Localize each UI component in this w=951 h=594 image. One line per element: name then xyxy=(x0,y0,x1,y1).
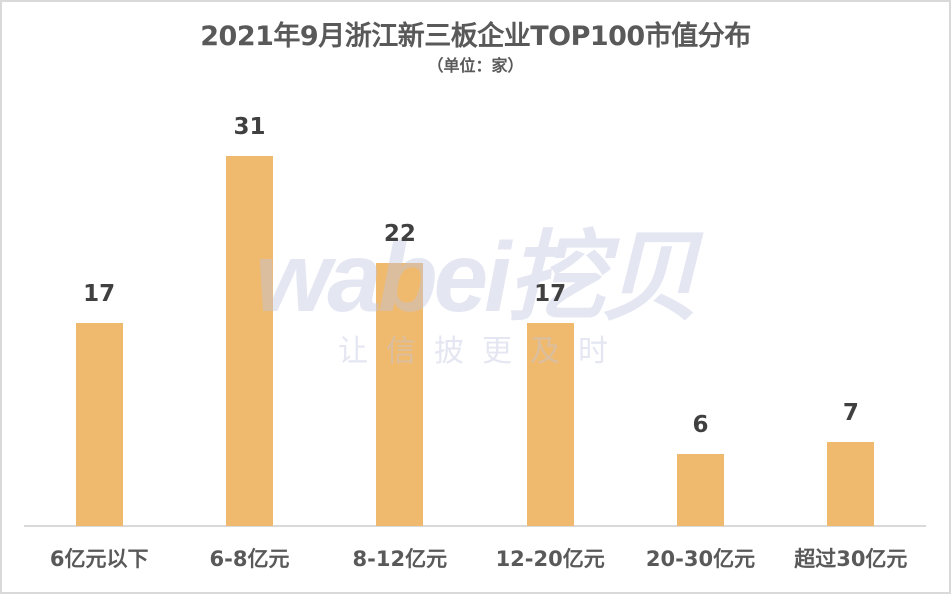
x-tick-label: 20-30亿元 xyxy=(645,547,756,571)
data-label: 7 xyxy=(842,400,859,426)
data-label: 17 xyxy=(534,281,567,307)
bar xyxy=(376,263,424,526)
x-tick-label: 6亿元以下 xyxy=(49,547,149,571)
chart-subtitle: （单位：家） xyxy=(427,56,524,75)
data-label: 17 xyxy=(83,281,116,307)
x-tick-label: 6-8亿元 xyxy=(209,547,290,571)
data-label: 22 xyxy=(383,221,416,247)
x-tick-label: 12-20亿元 xyxy=(495,547,605,571)
chart-title: 2021年9月浙江新三板企业TOP100市值分布 xyxy=(200,21,751,52)
data-label: 31 xyxy=(233,114,266,140)
bar xyxy=(677,454,724,526)
bar xyxy=(827,442,875,526)
x-axis-line xyxy=(24,525,926,527)
x-tick-label: 8-12亿元 xyxy=(352,547,448,571)
x-tick-label: 超过30亿元 xyxy=(794,547,908,571)
bar xyxy=(226,156,273,526)
bar xyxy=(526,323,574,526)
data-label: 6 xyxy=(692,412,709,438)
bar xyxy=(75,323,123,526)
